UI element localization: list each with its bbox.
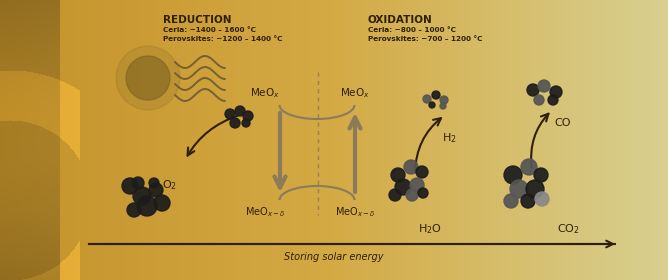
Circle shape [391,168,405,182]
Circle shape [235,106,245,116]
Text: MeO$_{x-\delta}$: MeO$_{x-\delta}$ [335,205,375,219]
Circle shape [534,168,548,182]
Text: Storing solar energy: Storing solar energy [285,252,383,262]
Circle shape [395,179,411,195]
Circle shape [242,119,250,127]
Circle shape [404,160,418,174]
Circle shape [116,46,180,110]
Text: REDUCTION: REDUCTION [163,15,232,25]
Circle shape [133,187,151,205]
Text: OXIDATION: OXIDATION [368,15,433,25]
Text: MeO$_{x-\delta}$: MeO$_{x-\delta}$ [244,205,285,219]
Circle shape [440,103,446,109]
Circle shape [230,118,240,128]
Circle shape [550,86,562,98]
Circle shape [538,80,550,92]
Text: CO: CO [554,118,570,128]
Text: CO$_2$: CO$_2$ [556,222,579,236]
Circle shape [225,109,235,119]
Circle shape [243,111,253,121]
Circle shape [527,84,539,96]
Circle shape [534,95,544,105]
Circle shape [440,96,448,104]
Text: MeO$_x$: MeO$_x$ [250,86,280,100]
Circle shape [132,177,144,189]
Text: O$_2$: O$_2$ [162,178,177,192]
Circle shape [416,166,428,178]
Circle shape [535,192,549,206]
Text: MeO$_x$: MeO$_x$ [340,86,370,100]
Circle shape [122,178,138,194]
Text: Perovskites: ~700 – 1200 °C: Perovskites: ~700 – 1200 °C [368,36,482,42]
Circle shape [389,189,401,201]
Circle shape [504,166,522,184]
Circle shape [127,203,141,217]
Text: H$_2$: H$_2$ [442,131,457,145]
Circle shape [423,95,431,103]
Circle shape [504,194,518,208]
Circle shape [548,95,558,105]
Circle shape [429,102,435,108]
Text: Perovskites: ~1200 – 1400 °C: Perovskites: ~1200 – 1400 °C [163,36,283,42]
Circle shape [149,178,159,188]
Circle shape [521,159,537,175]
Text: Ceria: ~800 – 1000 °C: Ceria: ~800 – 1000 °C [368,27,456,33]
Circle shape [126,56,170,100]
Circle shape [410,178,424,192]
Circle shape [137,196,157,216]
Circle shape [521,194,535,208]
Circle shape [510,180,528,198]
Circle shape [526,180,544,198]
Circle shape [432,91,440,99]
Circle shape [149,183,163,197]
Text: Ceria: ~1400 – 1600 °C: Ceria: ~1400 – 1600 °C [163,27,256,33]
Circle shape [418,188,428,198]
Circle shape [154,195,170,211]
Circle shape [406,189,418,201]
Text: H$_2$O: H$_2$O [418,222,442,236]
